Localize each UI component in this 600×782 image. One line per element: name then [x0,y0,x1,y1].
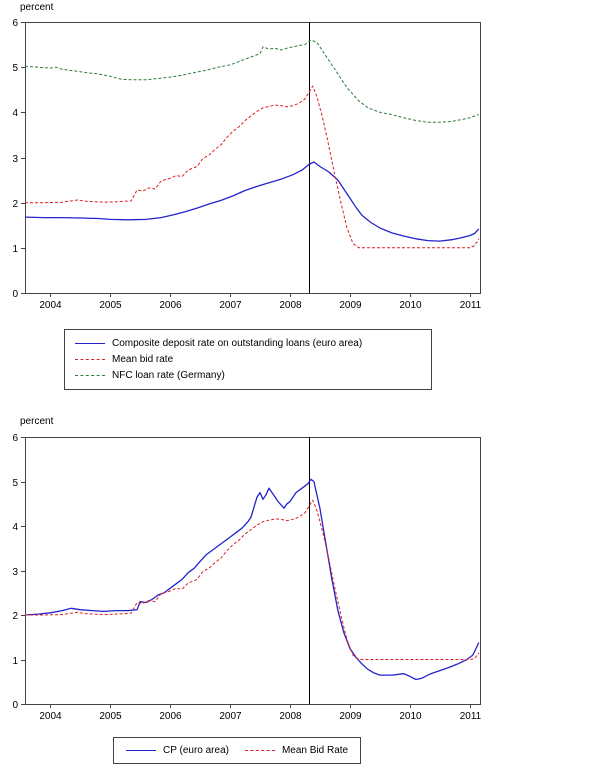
svg-text:2008: 2008 [279,300,302,311]
bottom-chart-y-axis-unit-label: percent [20,416,54,427]
bottom-chart-legend: CP (euro area) Mean Bid Rate [113,737,362,764]
legend-item-mean-bid-rate: Mean bid rate [75,352,421,367]
line-sample-mean-bid-rate-icon [244,750,275,751]
legend-item-cp: CP (euro area) [126,743,229,758]
svg-text:2005: 2005 [99,300,122,311]
line-sample-cp-icon [126,750,156,751]
svg-text:2006: 2006 [159,711,182,722]
line-sample-deposit-rate-icon [75,343,105,344]
svg-text:2011: 2011 [460,711,482,722]
svg-text:2007: 2007 [219,711,242,722]
svg-text:6: 6 [12,433,18,444]
legend-label-mean-bid-rate: Mean Bid Rate [281,745,349,756]
svg-text:2011: 2011 [460,300,482,311]
svg-text:0: 0 [12,700,18,711]
bottom-chart-plot: 0 1 2 3 4 5 6 2004 2005 2006 2007 2008 2009 2010 2011 [12,433,482,722]
line-sample-nfc-loan-rate-icon [75,375,105,376]
legend-label-deposit-rate: Composite deposit rate on outstanding lo… [112,338,363,349]
svg-text:0: 0 [12,289,18,300]
svg-text:2010: 2010 [399,300,422,311]
line-sample-mean-bid-rate-icon [75,359,105,360]
top-chart-legend: Composite deposit rate on outstanding lo… [64,329,432,390]
legend-item-nfc-loan-rate: NFC loan rate (Germany) [75,368,421,383]
svg-text:2008: 2008 [279,711,302,722]
svg-text:2009: 2009 [339,711,362,722]
svg-text:2: 2 [12,199,18,210]
legend-item-deposit-rate: Composite deposit rate on outstanding lo… [75,336,421,351]
svg-text:3: 3 [12,154,18,165]
svg-text:6: 6 [12,18,18,29]
svg-text:5: 5 [12,478,18,489]
svg-text:2006: 2006 [159,300,182,311]
svg-text:1: 1 [12,656,18,667]
svg-text:2: 2 [12,611,18,622]
svg-text:4: 4 [12,522,18,533]
svg-text:2004: 2004 [39,300,62,311]
svg-text:5: 5 [12,63,18,74]
svg-text:2010: 2010 [399,711,422,722]
bottom-chart: percent 0 1 2 3 4 5 6 2004 2005 2006 2007 2008 2009 2… [0,412,600,782]
legend-label-cp: CP (euro area) [163,745,229,756]
legend-label-mean-bid-rate: Mean bid rate [112,354,174,365]
svg-text:2009: 2009 [339,300,362,311]
top-chart-plot: 0 1 2 3 4 5 6 2004 2005 2006 2007 2008 2009 2010 2011 [12,18,482,311]
svg-text:4: 4 [12,108,18,119]
legend-label-nfc-loan-rate: NFC loan rate (Germany) [112,370,225,381]
top-chart: percent 0 1 2 3 4 5 6 2004 2005 2006 2007 2008 2009 2… [12,2,482,390]
top-chart-y-axis-unit-label: percent [20,2,54,13]
svg-text:2007: 2007 [219,300,242,311]
svg-text:3: 3 [12,567,18,578]
svg-text:1: 1 [12,244,18,255]
svg-text:2004: 2004 [39,711,62,722]
svg-text:2005: 2005 [99,711,122,722]
legend-item-mean-bid-rate: Mean Bid Rate [244,743,349,758]
